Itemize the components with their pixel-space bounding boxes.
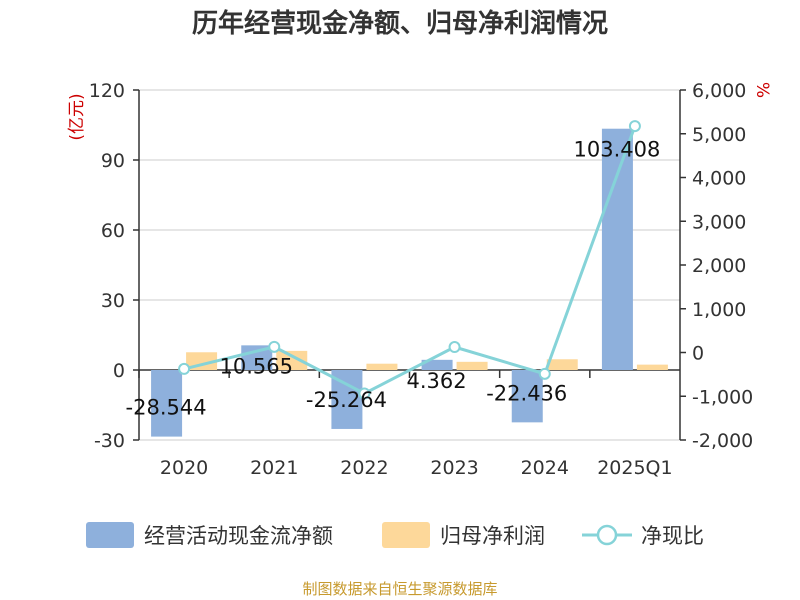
ratio-point (178, 362, 191, 375)
right-axis-ticks: -2,000 -1,000 0 1,000 2,000 3,000 4,000 5,000 6,… (680, 80, 753, 452)
right-tick-label: 3,000 (692, 211, 746, 233)
bar-cashflow (511, 370, 543, 423)
bar-profit (636, 364, 668, 370)
x-tick-label: 2025Q1 (597, 457, 672, 479)
bar-cashflow (151, 370, 183, 437)
ratio-point (358, 387, 371, 400)
data-label-cashflow: 10.565 (220, 354, 293, 378)
x-tick-label: 2022 (340, 457, 388, 479)
left-tick-label: 0 (113, 360, 125, 382)
bar-profit (366, 363, 398, 370)
legend-label-ratio: 净现比 (641, 524, 704, 548)
legend-swatch-profit (382, 522, 430, 548)
bar-profit (276, 350, 308, 370)
left-tick-label: -30 (94, 430, 125, 452)
ratio-point (628, 120, 641, 133)
bar-profit (546, 359, 578, 370)
legend-marker-ratio (596, 524, 618, 546)
data-label-cashflow: 4.362 (407, 369, 467, 393)
bar-cashflow (421, 359, 453, 370)
right-tick-label: 4,000 (692, 168, 746, 190)
legend-item-ratio[interactable]: 净现比 (582, 524, 704, 548)
ratio-line-path (183, 125, 637, 396)
left-axis-ticks: -30 0 30 60 90 120 (89, 80, 139, 452)
x-tick-label: 2023 (430, 457, 478, 479)
right-tick-label: 2,000 (692, 255, 746, 277)
legend: 经营活动现金流净额 归母净利润 净现比 (86, 522, 704, 548)
right-tick-label: 5,000 (692, 124, 746, 146)
chart-title: 历年经营现金净额、归母净利润情况 (192, 8, 608, 39)
data-label-cashflow: -28.544 (126, 396, 207, 420)
bar-profit (456, 361, 488, 370)
left-tick-label: 120 (89, 80, 125, 102)
x-tick-label: 2020 (160, 457, 208, 479)
data-labels: -28.544 10.565 -25.264 4.362 -22.436 103.408 (126, 138, 661, 420)
right-tick-label: 1,000 (692, 299, 746, 321)
x-tick-label: 2021 (250, 457, 298, 479)
left-tick-label: 30 (101, 290, 125, 312)
data-label-cashflow: -22.436 (486, 381, 567, 405)
right-tick-label: -1,000 (692, 386, 753, 408)
ratio-point (268, 340, 281, 353)
x-tick-label: 2024 (521, 457, 569, 479)
x-axis-ticks: 2020 2021 2022 2023 2024 2025Q1 (138, 370, 673, 479)
left-tick-label: 60 (101, 220, 125, 242)
left-axis-unit: (亿元) (67, 93, 87, 140)
right-tick-label: 0 (692, 343, 704, 365)
legend-swatch-cashflow (86, 522, 134, 548)
source-note: 制图数据来自恒生聚源数据库 (302, 580, 497, 598)
right-tick-label: -2,000 (692, 430, 753, 452)
right-tick-label: 6,000 (692, 80, 746, 102)
ratio-point (448, 341, 461, 354)
legend-label-cashflow: 经营活动现金流净额 (144, 524, 333, 548)
ratio-line (178, 120, 641, 400)
legend-item-profit[interactable]: 归母净利润 (382, 522, 545, 548)
ratio-point (538, 367, 551, 380)
data-label-cashflow: 103.408 (573, 138, 660, 162)
legend-item-cashflow[interactable]: 经营活动现金流净额 (86, 522, 333, 548)
bar-cashflow (601, 128, 633, 370)
left-tick-label: 90 (101, 150, 125, 172)
legend-label-profit: 归母净利润 (440, 524, 545, 548)
right-axis-unit: % (752, 82, 772, 98)
data-label-cashflow: -25.264 (306, 388, 387, 412)
